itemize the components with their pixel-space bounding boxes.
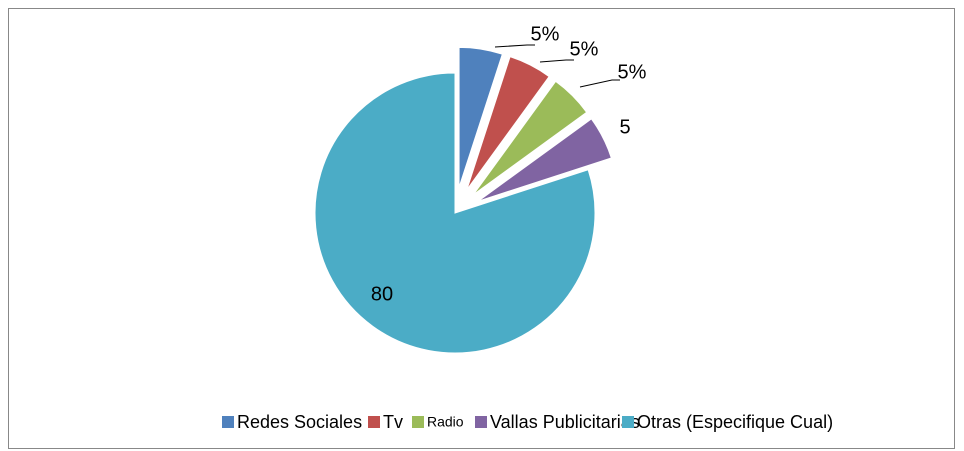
pie-slice bbox=[314, 72, 596, 354]
legend-label: Radio bbox=[427, 414, 464, 430]
legend-swatch bbox=[368, 416, 380, 428]
legend-swatch bbox=[412, 416, 424, 428]
legend-label: Tv bbox=[383, 412, 403, 432]
legend-swatch bbox=[475, 416, 487, 428]
data-label: 5 bbox=[619, 116, 630, 138]
leader-line bbox=[494, 44, 535, 48]
pie-slice bbox=[466, 56, 550, 191]
data-label: 5% bbox=[570, 38, 599, 60]
pie-slice bbox=[472, 80, 588, 196]
leader-line bbox=[539, 59, 574, 63]
data-label: 80 bbox=[371, 283, 393, 305]
legend-label: Vallas Publicitarias bbox=[490, 412, 640, 432]
legend-swatch bbox=[622, 416, 634, 428]
legend-label: Otras (Especifique Cual) bbox=[637, 412, 833, 432]
data-label: 5% bbox=[531, 23, 560, 45]
legend-swatch bbox=[222, 416, 234, 428]
pie-slice bbox=[477, 118, 612, 202]
leader-line bbox=[579, 79, 620, 88]
data-label: 5% bbox=[618, 61, 647, 83]
legend-label: Redes Sociales bbox=[237, 412, 362, 432]
pie-slice bbox=[458, 46, 503, 188]
